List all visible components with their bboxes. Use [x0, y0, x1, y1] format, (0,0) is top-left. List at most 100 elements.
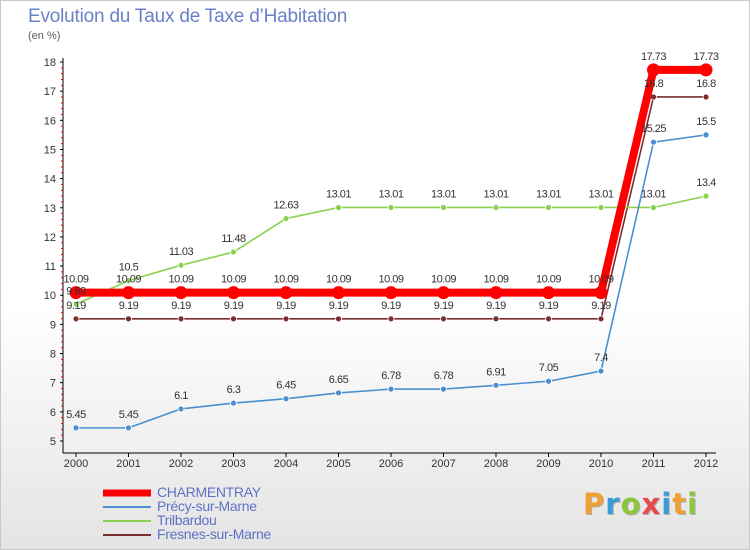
- x-tick-label: 2001: [116, 458, 140, 470]
- logo-letter: r: [605, 487, 621, 521]
- data-labels: 9.19 9.19 9.19 9.19 9.19 9.19 9.19 9.19 9.19 9.19…: [63, 51, 719, 421]
- data-label: 7.05: [539, 362, 559, 374]
- data-point: [702, 93, 710, 101]
- data-label: 9.19: [486, 300, 506, 312]
- logo-letter: i: [661, 487, 673, 521]
- data-point: [282, 215, 290, 222]
- data-label: 6.3: [227, 384, 241, 396]
- y-tick-label: 11: [45, 261, 56, 273]
- data-point: [440, 385, 447, 393]
- legend-label: Trilbardou: [157, 512, 217, 528]
- data-label: 10.09: [431, 274, 456, 286]
- data-point: [72, 315, 80, 323]
- data-label: 10.09: [63, 274, 88, 286]
- x-tick-label: 2011: [642, 458, 666, 470]
- data-label: 9.69: [66, 285, 86, 297]
- y-tick-label: 17: [44, 86, 56, 98]
- y-tick-label: 13: [44, 203, 56, 215]
- data-point: [597, 315, 605, 323]
- data-point: [699, 63, 713, 77]
- logo-letter: P: [583, 487, 606, 521]
- data-point: [545, 377, 552, 385]
- data-point: [69, 286, 83, 300]
- data-point: [177, 261, 185, 269]
- data-label: 9.19: [329, 300, 349, 312]
- data-label: 6.78: [434, 370, 454, 382]
- proxiti-logo: Proxiti: [583, 487, 698, 521]
- data-point: [437, 286, 450, 300]
- data-point: [440, 204, 447, 211]
- data-label: 6.91: [486, 366, 506, 378]
- x-tick-label: 2010: [589, 458, 613, 470]
- y-tick-label: 6: [50, 407, 56, 419]
- data-label: 10.09: [536, 274, 561, 286]
- data-label: 16.8: [644, 78, 664, 90]
- series-line: [72, 65, 710, 297]
- data-label: 9.19: [434, 300, 454, 312]
- data-point: [492, 315, 500, 323]
- data-label: 9.19: [171, 300, 191, 312]
- legend-swatch: [103, 506, 151, 508]
- x-tick-label: 2006: [379, 458, 403, 470]
- data-label: 10.09: [168, 274, 193, 286]
- data-label: 6.1: [174, 390, 188, 402]
- y-tick-label: 10: [44, 290, 56, 302]
- data-label: 9.19: [119, 300, 139, 312]
- data-point: [230, 248, 237, 256]
- y-tick-label: 9: [50, 319, 56, 331]
- data-label: 13.01: [378, 188, 403, 200]
- data-label: 13.01: [326, 188, 351, 200]
- data-point: [702, 131, 710, 139]
- chart-unit-label: (en %): [28, 30, 61, 42]
- data-point: [594, 286, 608, 300]
- data-point: [177, 405, 185, 413]
- y-tick-label: 15: [44, 144, 56, 156]
- data-label: 11.48: [221, 233, 246, 245]
- data-label: 9.19: [224, 300, 244, 312]
- data-point: [177, 315, 185, 323]
- data-point: [282, 395, 290, 403]
- legend-swatch: [103, 489, 151, 497]
- data-point: [125, 315, 132, 323]
- data-point: [650, 138, 657, 146]
- data-label: 10.09: [483, 274, 508, 286]
- legend-label: CHARMENTRAY: [157, 484, 261, 500]
- data-point: [542, 286, 555, 300]
- x-tick-label: 2007: [431, 458, 455, 470]
- data-point: [440, 315, 447, 323]
- x-tick-label: 2003: [221, 458, 245, 470]
- data-label: 11.03: [169, 246, 194, 258]
- y-tick-label: 14: [44, 174, 56, 186]
- data-label: 12.63: [273, 200, 298, 212]
- data-point: [122, 286, 135, 300]
- data-label: 13.4: [696, 177, 716, 189]
- data-label: 16.8: [696, 78, 716, 90]
- data-label: 9.19: [66, 300, 86, 312]
- data-point: [489, 286, 503, 300]
- legend-label: Précy-sur-Marne: [157, 498, 257, 514]
- x-tick-label: 2000: [64, 458, 88, 470]
- series-trilbardou: [72, 192, 710, 308]
- x-tick-label: 2002: [169, 458, 193, 470]
- data-point: [335, 389, 342, 397]
- data-point: [492, 204, 500, 211]
- data-point: [72, 424, 80, 432]
- data-label: 7.4: [594, 352, 608, 364]
- series-charmentray: [69, 63, 713, 300]
- data-point: [387, 315, 395, 323]
- data-label: 6.65: [329, 374, 349, 386]
- y-tick-label: 8: [50, 349, 56, 361]
- data-label: 6.78: [381, 370, 401, 382]
- data-label: 13.01: [588, 188, 613, 200]
- data-point: [545, 204, 552, 211]
- data-label: 9.19: [381, 300, 401, 312]
- data-label: 10.09: [273, 274, 298, 286]
- series-pr-cy-sur-marne: [72, 131, 710, 432]
- data-point: [335, 315, 342, 323]
- data-point: [597, 204, 605, 211]
- data-point: [387, 204, 395, 211]
- data-point: [282, 315, 290, 323]
- data-point: [492, 381, 500, 389]
- data-label: 10.09: [588, 274, 613, 286]
